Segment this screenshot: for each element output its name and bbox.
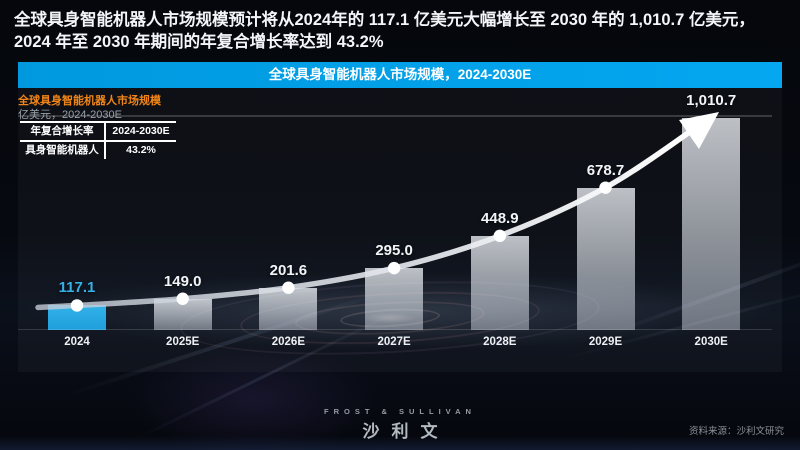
cagr-table: 年复合增长率 2024-2030E 具身智能机器人 43.2% [20,121,176,159]
x-axis-label-2030E: 2030E [694,336,728,348]
bar-2027E [365,268,424,330]
bottom-glow [0,436,800,450]
x-axis-label-2028E: 2028E [483,336,517,348]
bar-2025E [153,298,212,330]
logo-chinese: 沙利文 [362,422,450,441]
value-label-2028E: 448.9 [481,209,519,227]
chart-banner: 全球具身智能机器人市场规模，2024-2030E [18,62,782,88]
x-axis-label-2026E: 2026E [271,336,306,348]
headline: 全球具身智能机器人市场规模预计将从2024年的 117.1 亿美元大幅增长至 2… [14,11,755,51]
x-axis-label-2029E: 2029E [588,336,623,348]
chart-unit-note: 亿美元，2024-2030E [18,109,122,121]
value-label-2027E: 295.0 [375,242,413,260]
value-label-2029E: 678.7 [586,161,625,179]
frost-sullivan-logo: FROST & SULLIVAN 沙利文 [0,407,800,442]
bar-2029E [576,187,635,330]
value-label-2026E: 201.6 [269,261,308,279]
purple-nebula [75,320,435,450]
cagr-row-value: 43.2% [126,144,156,156]
cagr-header-period: 2024-2030E [106,123,176,142]
value-label-2025E: 149.0 [163,272,202,290]
bar-2026E [259,287,318,330]
bar-2028E [470,235,529,330]
source-note: 资料来源：沙利文研究 [688,426,784,437]
logo-english: FROST & SULLIVAN [324,407,476,416]
value-label-2024: 117.1 [58,279,96,297]
bar-2024 [48,305,106,330]
x-axis-label-2024: 2024 [64,336,90,348]
chart-title: 全球具身智能机器人市场规模 [18,95,161,107]
value-label-2030E: 1,010.7 [686,92,737,109]
cagr-row-label: 具身智能机器人 [20,142,106,159]
x-axis-label-2025E: 2025E [166,336,200,348]
x-axis-label-2027E: 2027E [377,336,411,348]
cagr-header-metric: 年复合增长率 [20,123,106,142]
bar-2030E [682,118,741,330]
